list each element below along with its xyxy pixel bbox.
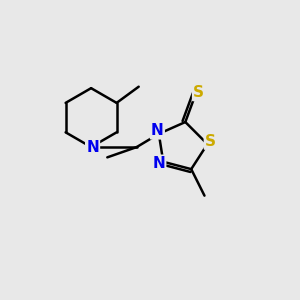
Text: N: N: [152, 156, 165, 171]
Text: S: S: [205, 134, 216, 149]
Text: N: N: [151, 123, 164, 138]
Text: S: S: [193, 85, 204, 100]
Text: N: N: [86, 140, 99, 154]
